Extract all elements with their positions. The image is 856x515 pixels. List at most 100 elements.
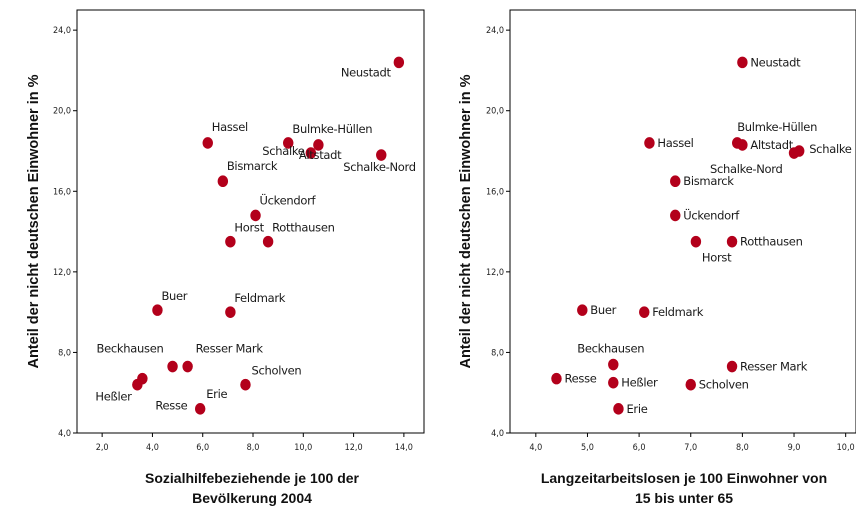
data-point: [551, 372, 562, 385]
data-point: [313, 139, 324, 151]
y-tick-label: 16,0: [53, 187, 71, 197]
data-point-label: Resse: [155, 399, 187, 413]
data-point-label: Horst: [234, 221, 264, 235]
x-tick-label: 14,0: [395, 443, 413, 453]
data-point: [613, 403, 624, 415]
x-tick-label: 5,0: [581, 443, 594, 453]
x-tick-label: 6,0: [196, 443, 209, 453]
x-tick-label: 4,0: [146, 443, 159, 453]
data-point: [167, 360, 178, 373]
x-tick-label: 4,0: [529, 443, 542, 453]
data-point-label: Bismarck: [227, 159, 278, 173]
y-axis-title: Anteil der nicht deutschen Einwohner in …: [458, 74, 474, 368]
data-point-label: Buer: [161, 289, 187, 303]
data-point-label: Schalke: [809, 142, 852, 156]
plot-frame: [509, 9, 856, 434]
data-point: [182, 360, 193, 373]
data-point: [670, 209, 681, 222]
data-point: [685, 378, 696, 391]
x-tick-label: 8,0: [247, 443, 260, 453]
x-tick-label: 8,0: [736, 443, 749, 453]
data-point: [608, 376, 619, 389]
data-point-label: Heßler: [95, 390, 132, 404]
data-point-label: Erie: [206, 387, 227, 401]
y-tick-label: 20,0: [486, 107, 504, 117]
data-point: [225, 235, 236, 248]
data-point-label: Bismarck: [683, 174, 734, 188]
data-point-label: Rotthausen: [272, 221, 335, 235]
data-point-label: Hassel: [212, 120, 248, 134]
data-point: [737, 139, 748, 151]
data-point: [608, 358, 619, 371]
y-tick-label: 16,0: [486, 187, 504, 197]
y-tick-label: 8,0: [491, 348, 504, 358]
x-tick-label: 10,0: [837, 443, 855, 453]
y-tick-label: 8,0: [58, 348, 71, 358]
x-axis-title: Bevölkerung 2004: [192, 490, 312, 506]
y-tick-label: 4,0: [491, 429, 504, 439]
data-point-label: Resser Mark: [196, 342, 264, 356]
data-point-label: Beckhausen: [577, 342, 644, 356]
data-point-label: Ückendorf: [683, 206, 740, 222]
data-point-label: Beckhausen: [97, 342, 164, 356]
data-point: [393, 56, 405, 69]
data-point: [152, 304, 163, 316]
data-point: [690, 235, 702, 248]
x-tick-label: 9,0: [788, 443, 801, 453]
data-point: [195, 403, 206, 415]
data-point-label: Schalke: [262, 144, 305, 158]
data-point: [639, 306, 650, 318]
data-point: [305, 147, 317, 159]
data-point-label: Ückendorf: [260, 191, 317, 207]
data-point: [240, 378, 251, 391]
x-tick-label: 6,0: [633, 443, 646, 453]
x-axis-title: Sozialhilfebeziehende je 100 der: [145, 470, 360, 486]
y-tick-label: 12,0: [486, 268, 504, 278]
y-tick-label: 4,0: [58, 429, 71, 439]
data-point-label: Erie: [626, 402, 647, 416]
data-point: [577, 304, 588, 316]
y-axis-title: Anteil der nicht deutschen Einwohner in …: [26, 74, 42, 368]
data-point: [262, 235, 274, 248]
data-point-label: Feldmark: [234, 291, 285, 305]
data-point: [726, 235, 738, 248]
data-point: [202, 137, 213, 149]
data-point-label: Heßler: [621, 376, 658, 390]
data-point-label: Scholven: [699, 378, 749, 392]
data-point: [737, 56, 748, 69]
y-tick-label: 24,0: [53, 26, 71, 36]
data-point: [283, 137, 294, 149]
data-point: [225, 306, 236, 318]
data-point: [726, 360, 738, 373]
data-point-label: Resser Mark: [740, 360, 808, 374]
data-point-label: Feldmark: [652, 305, 703, 319]
data-point-label: Neustadt: [750, 55, 801, 69]
x-tick-label: 7,0: [684, 443, 697, 453]
x-axis-title: 15 bis unter 65: [635, 490, 733, 506]
x-tick-label: 10,0: [294, 443, 312, 453]
data-point: [132, 378, 143, 391]
data-point-label: Neustadt: [341, 65, 392, 79]
data-point-label: Hassel: [657, 136, 693, 150]
x-tick-label: 12,0: [345, 443, 363, 453]
data-point: [788, 147, 800, 159]
data-point-label: Altstadt: [750, 138, 793, 152]
y-tick-label: 12,0: [53, 268, 71, 278]
data-point-label: Scholven: [251, 364, 301, 378]
data-point: [250, 209, 261, 222]
data-point-label: Rotthausen: [740, 235, 803, 249]
data-point-label: Altstadt: [299, 148, 342, 162]
data-point-label: Schalke-Nord: [710, 162, 783, 176]
x-tick-label: 2,0: [96, 443, 109, 453]
data-point-label: Schalke-Nord: [343, 160, 416, 174]
x-axis-title: Langzeitarbeitslosen je 100 Einwohner vo…: [541, 470, 827, 486]
data-point-label: Bulmke-Hüllen: [737, 120, 817, 134]
data-point: [670, 175, 681, 188]
data-point: [376, 149, 387, 161]
data-point-label: Buer: [590, 303, 616, 317]
data-point: [217, 175, 229, 188]
data-point-label: Horst: [702, 251, 732, 265]
plot-frame: [76, 9, 425, 434]
data-point-label: Bulmke-Hüllen: [292, 122, 372, 136]
